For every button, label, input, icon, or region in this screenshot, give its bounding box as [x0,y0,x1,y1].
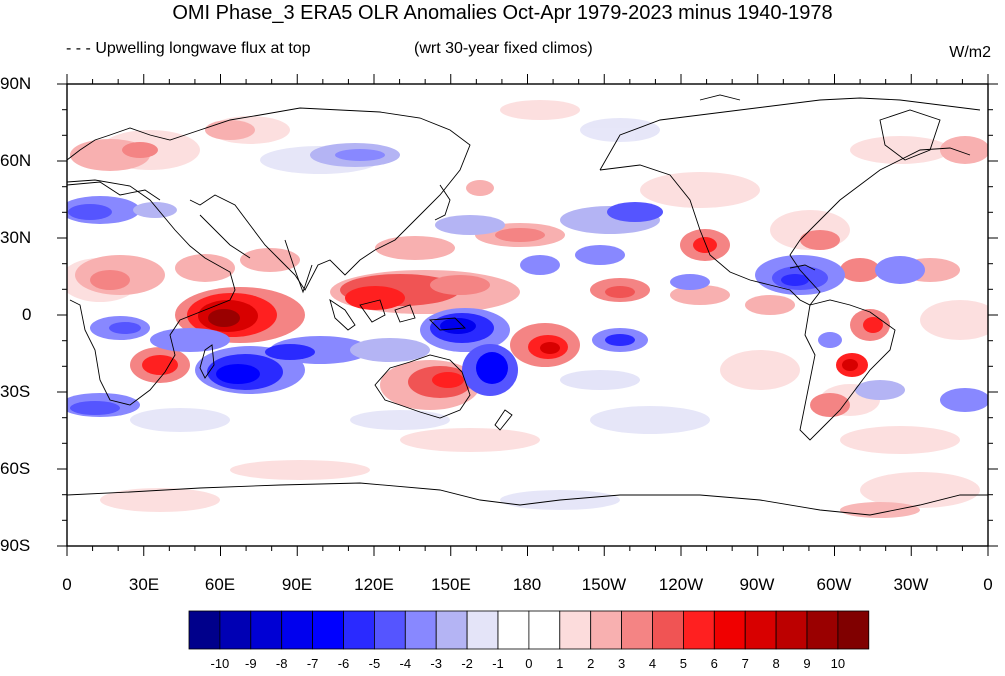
colorbar-level-label: 8 [772,656,780,671]
lon-label-30e: 30E [128,575,160,594]
colorbar-swatch [466,610,499,650]
lon-label-120e: 120E [354,575,394,594]
lon-label-150e: 150E [431,575,471,594]
colorbar [188,610,870,650]
colorbar-swatch [806,610,839,650]
colorbar-swatch [219,610,252,650]
lat-label-30n: 30N [0,228,32,247]
colorbar-swatch [683,610,715,650]
lat-label-60s: 60S [0,459,31,478]
colorbar-swatch [435,610,468,650]
lon-ticks [66,74,989,556]
colorbar-level-label: 9 [803,656,811,671]
colorbar-level-label: -7 [306,656,319,671]
lon-label-60e: 60E [204,575,236,594]
colorbar-swatch [837,610,870,650]
colorbar-level-label: -6 [337,656,350,671]
lat-label-0: 0 [22,305,32,324]
colorbar-swatch [621,610,653,650]
lon-label-0-east: 0 [983,575,993,594]
colorbar-level-label: -3 [430,656,442,671]
lon-label-90e: 90E [281,575,313,594]
variable-description: - - - Upwelling longwave flux at top [66,40,311,57]
coastlines [67,94,988,516]
lat-label-90n: 90N [0,74,32,93]
colorbar-swatch [590,610,623,650]
lon-label-60w: 60W [816,575,852,594]
colorbar-level-label: 7 [741,656,749,671]
colorbar-swatch [312,610,344,650]
colorbar-level-label: -4 [399,656,412,671]
climatology-note: (wrt 30-year fixed climos) [414,40,593,57]
colorbar-swatch [281,610,314,650]
negative-anomaly-patches [67,143,988,417]
lat-label-60n: 60N [0,151,32,170]
lat-label-90s: 90S [0,536,31,555]
lon-label-90w: 90W [739,575,775,594]
colorbar-level-label: 6 [710,656,718,671]
colorbar-level-label: -8 [275,656,288,671]
lon-label-30w: 30W [893,575,929,594]
colorbar-swatch [528,610,561,650]
colorbar-swatch [343,610,375,650]
colorbar-level-label: -1 [492,656,504,671]
colorbar-level-label: 5 [679,656,687,671]
lon-label-180: 180 [512,575,542,594]
colorbar-level-label: 3 [617,656,626,671]
colorbar-swatch [744,610,777,650]
axis-ticks [57,83,998,547]
colorbar-level-label: 2 [587,656,595,671]
colorbar-level-label: -9 [245,656,257,671]
colorbar-swatch [188,610,221,650]
units-label: W/m2 [949,44,991,61]
colorbar-swatch [404,610,437,650]
positive-anomaly-patches [70,120,988,417]
lon-label-150w: 150W [581,575,627,594]
lon-label-0: 0 [62,575,72,594]
colorbar-level-label: -5 [368,656,381,671]
colorbar-level-label: -10 [210,656,230,671]
anomaly-field [67,100,988,518]
lat-label-30s: 30S [0,382,31,401]
colorbar-swatch [373,610,406,650]
colorbar-swatch [713,610,746,650]
colorbar-level-label: 10 [830,656,846,671]
colorbar-level-label: 4 [648,656,657,671]
colorbar-swatch [652,610,684,650]
lon-label-120w: 120W [658,575,704,594]
colorbar-swatch [497,610,530,650]
map-title: OMI Phase_3 ERA5 OLR Anomalies Oct-Apr 1… [172,2,833,24]
colorbar-swatch [775,610,808,650]
colorbar-swatch [559,610,592,650]
colorbar-swatch [250,610,283,650]
colorbar-level-label: -2 [461,656,473,671]
colorbar-level-label: 0 [525,656,533,671]
colorbar-level-label: 1 [556,656,564,671]
